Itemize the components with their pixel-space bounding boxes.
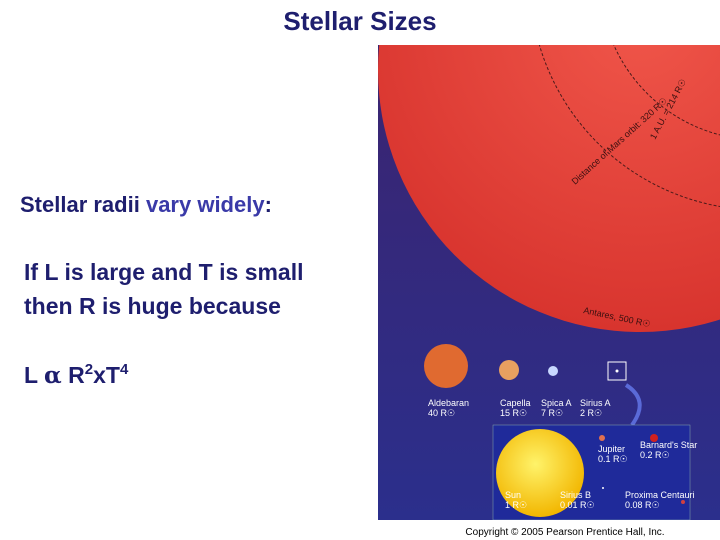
star-name: Sun [505,490,521,500]
star-size: 0.01 R☉ [560,500,595,510]
star-name: Sirius B [560,490,591,500]
star-size: 0.08 R☉ [625,500,660,510]
star-name: Capella [500,398,531,408]
body-line: then R is huge because [24,293,281,319]
intro-colon: : [265,192,272,217]
formula-part: 2 [85,361,93,378]
body-line: If L is large and T is small [24,259,304,285]
star-name: Aldebaran [428,398,469,408]
star-size: 7 R☉ [541,408,563,418]
title: Stellar Sizes [283,6,436,36]
sun [496,429,584,517]
star [615,369,619,373]
star-size: 2 R☉ [580,408,602,418]
formula-part: L [24,362,44,388]
star [548,366,558,376]
star-size: 1 R☉ [505,500,527,510]
star-size: 0.1 R☉ [598,454,628,464]
star-size: 40 R☉ [428,408,455,418]
star-size: 15 R☉ [500,408,527,418]
sirius-b [602,487,604,489]
formula-part: x [93,362,106,388]
intro-emphasis: vary widely [146,192,265,217]
formula-part: R [62,362,85,388]
formula-part: α [44,362,62,389]
star [499,360,519,380]
star-name: Jupiter [598,444,625,454]
formula-part: T [106,362,120,388]
star-name: Spica A [541,398,572,408]
star-name: Proxima Centauri [625,490,695,500]
star-size: 0.2 R☉ [640,450,670,460]
formula-part: 4 [120,361,129,378]
barnards-star [650,434,658,442]
intro-text: Stellar radii [20,192,146,217]
figure: Distance of Mars orbit: 320 R☉ 1 A.U. = … [378,45,720,520]
proxima [681,500,685,504]
star [424,344,468,388]
jupiter [599,435,605,441]
zoom-box [607,361,627,381]
star-name: Barnard's Star [640,440,697,450]
intro: Stellar radii vary widely: [20,192,272,217]
formula: L α R2xT4 [24,361,129,389]
arrow [624,383,642,427]
star-name: Sirius A [580,398,611,408]
copyright: Copyright © 2005 Pearson Prentice Hall, … [465,527,664,538]
antares-disk [378,45,720,332]
